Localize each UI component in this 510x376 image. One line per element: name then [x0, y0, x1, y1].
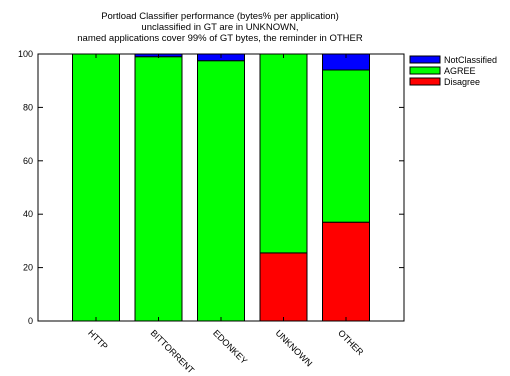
bar-agree-other [322, 69, 370, 223]
bar-agree-bittorrent [134, 56, 183, 322]
legend-swatch-disagree [409, 77, 441, 86]
legend-label-agree: AGREE [444, 66, 476, 76]
y-tick-label: 20 [23, 263, 33, 273]
y-tick-label: 60 [23, 156, 33, 166]
x-tick-label-edonkey: EDONKEY [211, 328, 249, 366]
x-tick-label-bittorrent: BITTORRENT [149, 328, 197, 376]
chart-title-line-3: named applications cover 99% of GT bytes… [77, 33, 363, 44]
chart-title: Portload Classifier performance (bytes% … [77, 11, 363, 44]
x-tick-label-other: OTHER [336, 328, 366, 358]
chart-title-line-1: Portload Classifier performance (bytes% … [101, 11, 339, 22]
x-tick-label-unknown: UNKNOWN [274, 328, 315, 369]
bar-agree-unknown [259, 53, 308, 254]
legend-label-disagree: Disagree [444, 77, 480, 87]
bar-agree-edonkey [197, 60, 245, 322]
y-axis: 0 20 40 60 80 100 [18, 49, 404, 326]
bar-disagree-unknown [259, 252, 308, 322]
x-tick-label-http: HTTP [86, 328, 110, 352]
legend-swatch-agree [409, 66, 441, 75]
bars-layer [72, 53, 370, 322]
chart-title-line-2: unclassified in GT are in UNKNOWN, [141, 22, 298, 33]
y-tick-label: 80 [23, 102, 33, 112]
y-tick-label: 40 [23, 209, 33, 219]
bar-disagree-other [322, 221, 370, 322]
legend-swatch-notclassified [409, 55, 441, 64]
legend-label-notclassified: NotClassified [444, 55, 497, 65]
y-tick-label: 100 [18, 49, 33, 59]
y-tick-label: 0 [28, 316, 33, 326]
bar-agree-http [72, 53, 120, 322]
